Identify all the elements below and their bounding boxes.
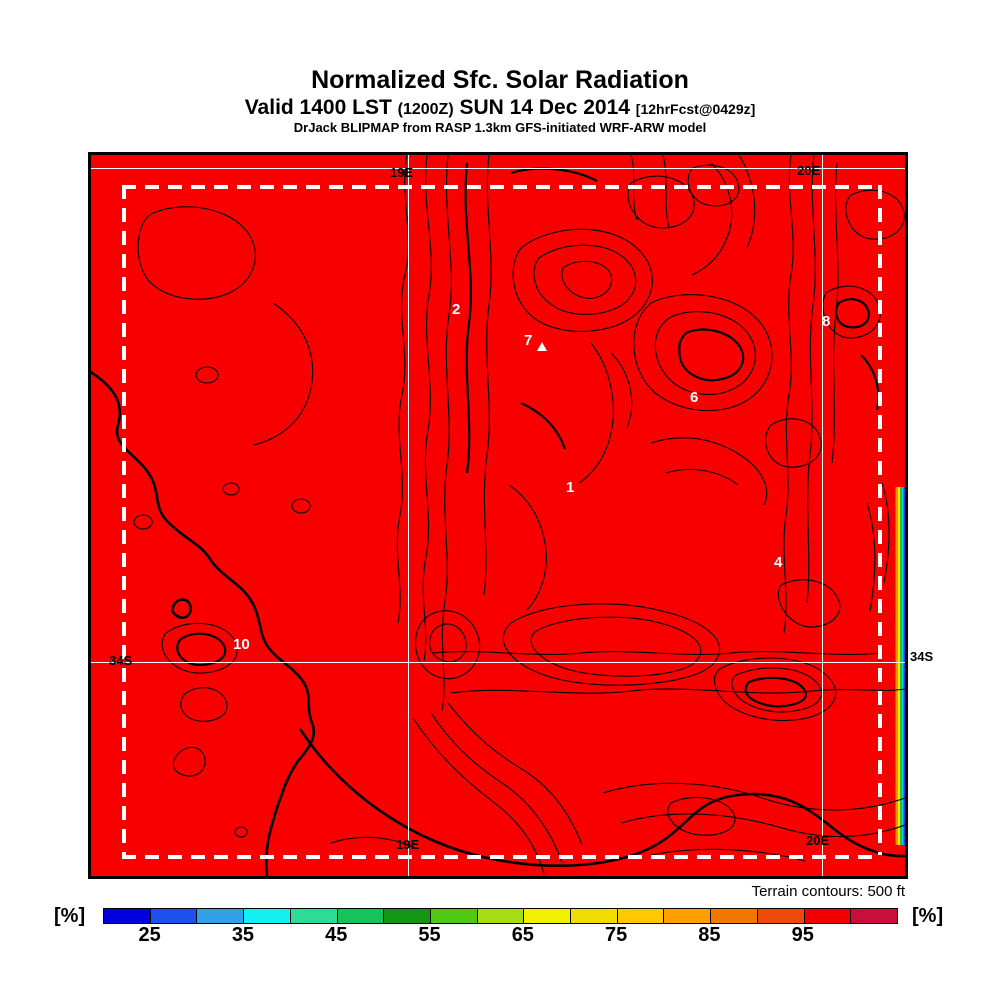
colorbar-segment [617,909,665,923]
grid-label: 20E [797,163,821,178]
colorbar-segment [244,909,291,923]
colorbar-segment [664,909,712,923]
colorbar-segment [384,909,431,923]
valid-zulu: (1200Z) [397,101,454,118]
colorbar-tick-label: 25 [138,924,161,946]
model-description: DrJack BLIPMAP from RASP 1.3km GFS-initi… [293,120,707,135]
colorbar-unit-right: [%] [912,905,944,927]
grid-label: 34S [910,649,934,664]
grid-label: 19E [390,165,414,180]
domain-boundary-right [878,185,882,855]
colorbar-unit-left: [%] [54,905,86,927]
page-title: Normalized Sfc. Solar Radiation [311,66,689,94]
colorbar-segment [290,909,338,923]
colorbar-tick-label: 45 [325,924,348,946]
colorbar-segment [477,909,525,923]
colorbar-tick-label: 75 [604,924,628,946]
gridline-20E [822,155,823,876]
forecast-tag: [12hrFcst@0429z] [635,101,756,117]
colorbar-tick-label: 85 [698,924,721,946]
colorbar-segment [197,909,245,923]
valid-time: Valid 1400 LST [244,96,392,119]
terrain-contour-note: Terrain contours: 500 ft [751,883,905,900]
site-triangle-icon [537,342,547,351]
thick-contour-lines [176,162,880,708]
terrain-contours-layer [91,155,905,876]
grid-label: 34S [109,653,133,668]
site-label: 8 [822,313,831,330]
domain-boundary-top [122,185,878,189]
colorbar-tick-label: 55 [418,924,441,946]
coastline-path [91,370,905,876]
map-canvas [88,152,908,879]
colorbar-segment [337,909,385,923]
colorbar-tick-label: 65 [511,924,534,946]
valid-date: SUN 14 Dec 2014 [459,96,630,119]
contour-lines [133,155,905,875]
colorbar-segment [430,909,478,923]
valid-time-line: Valid 1400 LST (1200Z) SUN 14 Dec 2014 [… [0,96,1000,120]
colorbar-segment [757,909,805,923]
colorbar-segment [104,909,151,923]
site-label: 10 [233,636,250,653]
gridline-19E [408,155,409,876]
grid-label: 20E [806,833,830,848]
colorbar-ticks: 25 35 45 55 65 75 85 95 [103,924,896,948]
site-label: 1 [566,479,575,496]
colorbar [103,908,898,924]
gridline-33S [91,168,905,169]
colorbar-segment [711,909,758,923]
domain-boundary-bottom [122,855,878,859]
site-label: 2 [452,301,461,318]
site-label: 4 [774,554,783,571]
edge-gradient-strip [893,487,905,845]
site-label: 7 [524,332,533,349]
colorbar-segment [571,909,618,923]
gridline-34S [91,662,905,663]
site-label: 6 [690,389,699,406]
colorbar-tick-label: 35 [231,924,255,946]
colorbar-tick-label: 95 [791,924,814,946]
grid-label: 19E [396,837,420,852]
colorbar-segment [804,909,852,923]
colorbar-segment [851,909,897,923]
colorbar-segment [524,909,572,923]
domain-boundary-left [122,185,126,855]
colorbar-segment [150,909,198,923]
